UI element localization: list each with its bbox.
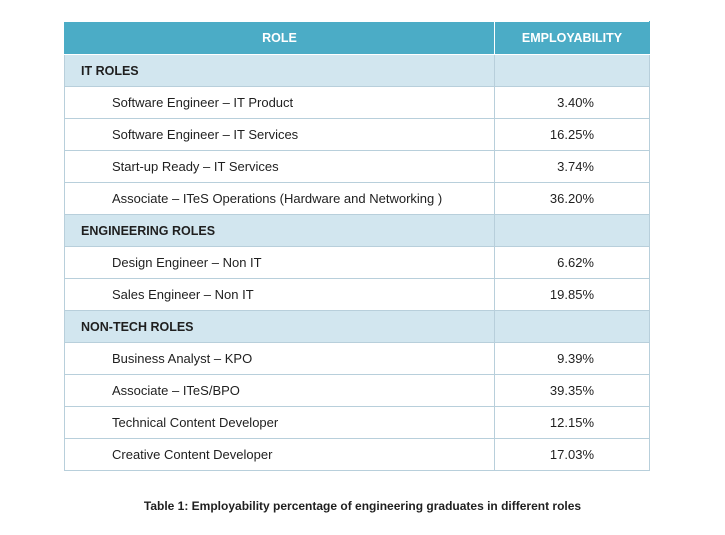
table-row: Technical Content Developer 12.15%: [64, 406, 650, 439]
employability-table-container: ROLE EMPLOYABILITY IT ROLES Software Eng…: [64, 21, 650, 471]
employability-value: 39.35%: [494, 374, 650, 407]
role-cell: Technical Content Developer: [64, 406, 495, 439]
role-cell: Associate – ITeS Operations (Hardware an…: [64, 182, 495, 215]
table-row: Creative Content Developer 17.03%: [64, 438, 650, 471]
table-caption: Table 1: Employability percentage of eng…: [143, 499, 582, 513]
section-row-engineering-roles: ENGINEERING ROLES: [64, 214, 650, 247]
employability-value: 12.15%: [494, 406, 650, 439]
section-empty-cell: [494, 214, 650, 247]
table-row: Sales Engineer – Non IT 19.85%: [64, 278, 650, 311]
table-row: Software Engineer – IT Product 3.40%: [64, 86, 650, 119]
role-cell: Creative Content Developer: [64, 438, 495, 471]
employability-value: 6.62%: [494, 246, 650, 279]
section-title: IT ROLES: [64, 54, 495, 87]
table-row: Business Analyst – KPO 9.39%: [64, 342, 650, 375]
table-header-row: ROLE EMPLOYABILITY: [64, 21, 650, 55]
section-row-non-tech-roles: NON-TECH ROLES: [64, 310, 650, 343]
employability-value: 17.03%: [494, 438, 650, 471]
employability-value: 3.74%: [494, 150, 650, 183]
role-cell: Associate – ITeS/BPO: [64, 374, 495, 407]
section-row-it-roles: IT ROLES: [64, 54, 650, 87]
role-cell: Start-up Ready – IT Services: [64, 150, 495, 183]
role-cell: Business Analyst – KPO: [64, 342, 495, 375]
section-empty-cell: [494, 310, 650, 343]
table-row: Associate – ITeS/BPO 39.35%: [64, 374, 650, 407]
employability-column-header: EMPLOYABILITY: [494, 21, 650, 55]
table-row: Start-up Ready – IT Services 3.74%: [64, 150, 650, 183]
table-row: Software Engineer – IT Services 16.25%: [64, 118, 650, 151]
role-cell: Software Engineer – IT Product: [64, 86, 495, 119]
table-row: Associate – ITeS Operations (Hardware an…: [64, 182, 650, 215]
role-cell: Sales Engineer – Non IT: [64, 278, 495, 311]
section-empty-cell: [494, 54, 650, 87]
role-column-header: ROLE: [64, 21, 495, 55]
employability-table: ROLE EMPLOYABILITY IT ROLES Software Eng…: [64, 21, 650, 471]
table-row: Design Engineer – Non IT 6.62%: [64, 246, 650, 279]
section-title: NON-TECH ROLES: [64, 310, 495, 343]
employability-value: 16.25%: [494, 118, 650, 151]
employability-value: 19.85%: [494, 278, 650, 311]
role-cell: Design Engineer – Non IT: [64, 246, 495, 279]
employability-value: 3.40%: [494, 86, 650, 119]
employability-value: 36.20%: [494, 182, 650, 215]
section-title: ENGINEERING ROLES: [64, 214, 495, 247]
employability-value: 9.39%: [494, 342, 650, 375]
role-cell: Software Engineer – IT Services: [64, 118, 495, 151]
